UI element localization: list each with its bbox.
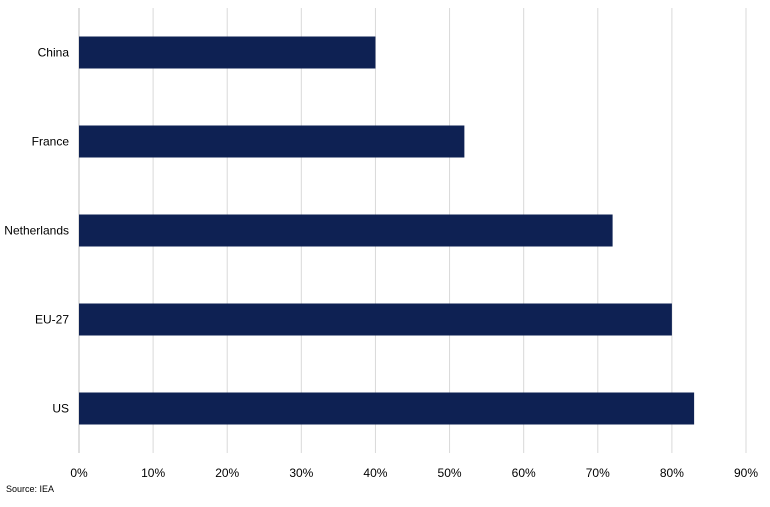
bars (79, 36, 695, 425)
x-tick-label: 30% (289, 466, 313, 480)
x-tick-label: 70% (586, 466, 610, 480)
bar-netherlands (79, 214, 613, 247)
x-tick-label: 20% (215, 466, 239, 480)
category-label: US (52, 402, 69, 416)
x-tick-label: 50% (438, 466, 462, 480)
bar-us (79, 392, 695, 425)
x-tick-label: 10% (141, 466, 165, 480)
bar-eu-27 (79, 303, 672, 336)
x-tick-label: 80% (660, 466, 684, 480)
x-tick-labels: 0% 10% 20% 30% 40% 50% 60% 70% 80% 90% (70, 466, 758, 480)
x-tick-label: 0% (70, 466, 88, 480)
category-labels: China France Netherlands EU-27 US (4, 46, 69, 416)
bar-france (79, 125, 465, 158)
x-tick-label: 90% (734, 466, 758, 480)
category-label: Netherlands (4, 224, 69, 238)
category-label: China (38, 46, 70, 60)
x-tick-label: 40% (363, 466, 387, 480)
source-note: Source: IEA (6, 484, 55, 494)
bar-china (79, 36, 376, 69)
category-label: EU-27 (35, 313, 69, 327)
category-label: France (32, 135, 70, 149)
x-tick-label: 60% (512, 466, 536, 480)
